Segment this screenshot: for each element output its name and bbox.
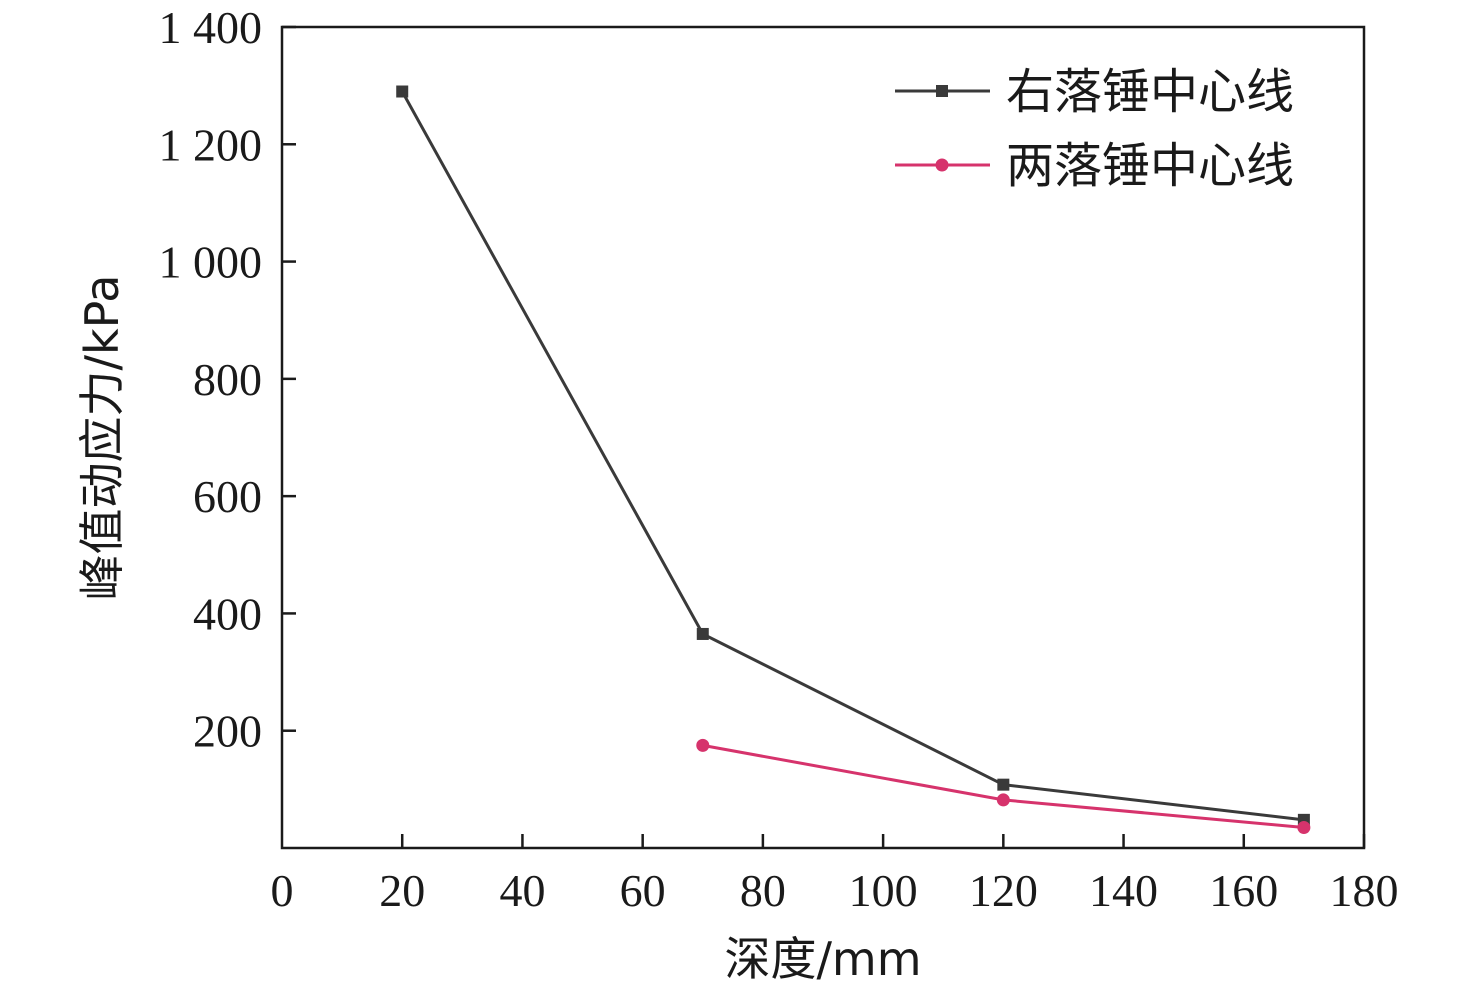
- y-tick-label: 1 400: [159, 2, 263, 53]
- x-tick-label: 140: [1089, 865, 1158, 916]
- data-point: [396, 85, 409, 98]
- y-tick-label: 1 200: [159, 119, 263, 170]
- data-point: [696, 627, 709, 640]
- y-axis-label: 峰值动应力/kPa: [75, 275, 129, 601]
- series-1: [396, 85, 1310, 826]
- series-line: [400, 90, 1305, 822]
- x-tick-label: 40: [499, 865, 545, 916]
- legend-marker: [936, 85, 948, 97]
- data-point: [696, 738, 710, 752]
- series: [396, 85, 1311, 834]
- legend-label: 右落锤中心线: [1006, 64, 1294, 120]
- legend-marker: [935, 158, 949, 172]
- series-2: [696, 738, 1311, 834]
- x-tick-label: 100: [849, 865, 918, 916]
- axes: [280, 25, 1366, 850]
- y-tick-label: 600: [193, 471, 262, 522]
- x-axis-label: 深度/mm: [724, 932, 921, 986]
- legend-item: 两落锤中心线: [895, 138, 1294, 194]
- data-point: [1297, 820, 1311, 834]
- plot-frame: [280, 25, 1366, 850]
- legend-item: 右落锤中心线: [895, 64, 1294, 120]
- data-point: [996, 793, 1010, 807]
- y-tick-label: 400: [193, 588, 262, 639]
- legend-label: 两落锤中心线: [1006, 138, 1294, 194]
- x-tick-label: 180: [1330, 865, 1399, 916]
- y-tick-label: 200: [193, 706, 262, 757]
- ticks: 0 20 40 60 80 100 120 140 160 180 200 400 600 800 1 00…: [159, 2, 1399, 916]
- x-tick-label: 60: [620, 865, 666, 916]
- x-tick-label: 20: [379, 865, 425, 916]
- x-tick-label: 80: [740, 865, 786, 916]
- y-tick-label: 1 000: [159, 237, 263, 288]
- data-point: [997, 778, 1010, 791]
- x-tick-label: 160: [1209, 865, 1278, 916]
- y-tick-label: 800: [193, 354, 262, 405]
- x-tick-label: 0: [271, 865, 294, 916]
- x-tick-label: 120: [969, 865, 1038, 916]
